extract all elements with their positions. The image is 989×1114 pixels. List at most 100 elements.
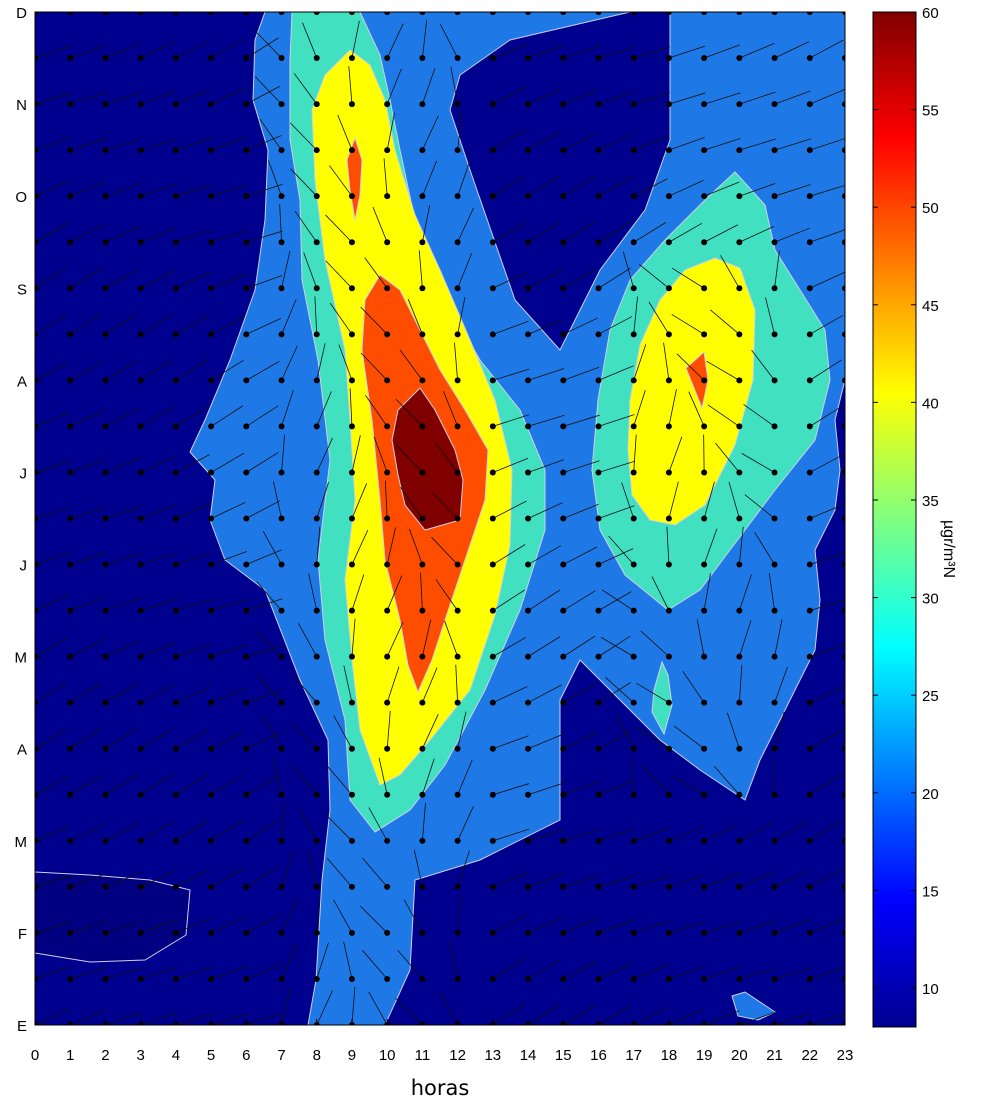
wind-vector bbox=[774, 666, 788, 703]
wind-station-point bbox=[595, 607, 602, 614]
wind-vector bbox=[397, 949, 423, 980]
wind-station-point bbox=[313, 975, 320, 982]
wind-station-point bbox=[348, 147, 355, 154]
wind-station-point bbox=[595, 975, 602, 982]
wind-vector bbox=[422, 160, 437, 197]
wind-station-point bbox=[348, 515, 355, 522]
wind-vector bbox=[527, 319, 564, 335]
wind-vector bbox=[809, 272, 845, 289]
wind-vector bbox=[739, 12, 741, 13]
wind-vector bbox=[105, 268, 139, 289]
wind-vector bbox=[668, 92, 706, 105]
wind-station-point bbox=[243, 653, 250, 660]
wind-station-point bbox=[806, 607, 813, 614]
wind-station-point bbox=[278, 745, 285, 752]
wind-vector bbox=[105, 408, 140, 427]
wind-station-point bbox=[243, 791, 250, 798]
wind-vector bbox=[668, 921, 706, 934]
wind-station-point bbox=[313, 331, 320, 338]
colorbar-axis: 10 15 20 25 30 35 40 45 50 55 60 bbox=[873, 5, 939, 998]
wind-vector bbox=[35, 411, 71, 427]
wind-station-point bbox=[630, 975, 637, 982]
wind-station-point bbox=[102, 515, 109, 522]
wind-vector bbox=[140, 227, 177, 243]
wind-station-point bbox=[419, 699, 426, 706]
wind-station-point bbox=[278, 883, 285, 890]
wind-vector bbox=[35, 921, 72, 934]
wind-station-point bbox=[560, 837, 567, 844]
y-tick-label: M bbox=[15, 650, 28, 667]
wind-station-point bbox=[243, 193, 250, 200]
wind-station-point bbox=[208, 285, 215, 292]
wind-vector bbox=[438, 991, 458, 1025]
wind-station-point bbox=[595, 193, 602, 200]
wind-station-point bbox=[736, 745, 743, 752]
wind-station-point bbox=[806, 699, 813, 706]
wind-station-point bbox=[771, 101, 778, 108]
wind-vector bbox=[492, 828, 530, 842]
wind-vector bbox=[598, 267, 631, 289]
wind-station-point bbox=[665, 929, 672, 936]
wind-vector bbox=[316, 942, 329, 980]
wind-vector bbox=[754, 531, 775, 565]
wind-station-point bbox=[348, 975, 355, 982]
wind-station-point bbox=[701, 515, 708, 522]
y-tick-label: E bbox=[17, 1018, 27, 1035]
wind-vector bbox=[408, 528, 423, 565]
wind-station-point bbox=[736, 147, 743, 154]
wind-station-point bbox=[630, 653, 637, 660]
wind-station-point bbox=[243, 423, 250, 430]
wind-vector bbox=[256, 673, 282, 703]
wind-station-point bbox=[771, 147, 778, 154]
wind-station-point bbox=[67, 883, 74, 890]
wind-station-point bbox=[630, 377, 637, 384]
wind-station-point bbox=[842, 193, 845, 200]
wind-station-point bbox=[102, 377, 109, 384]
wind-station-point bbox=[525, 653, 532, 660]
wind-station-point bbox=[35, 975, 38, 982]
wind-vector bbox=[809, 138, 845, 151]
wind-station-point bbox=[137, 561, 144, 568]
wind-station-point bbox=[489, 883, 496, 890]
wind-station-point bbox=[842, 1022, 845, 1025]
wind-vector bbox=[598, 591, 632, 611]
x-tick-label: 9 bbox=[348, 1047, 356, 1064]
wind-vector bbox=[360, 905, 388, 934]
wind-station-point bbox=[665, 423, 672, 430]
wind-station-point bbox=[67, 699, 74, 706]
wind-vector bbox=[633, 964, 670, 980]
wind-vector bbox=[351, 529, 369, 565]
wind-station-point bbox=[806, 791, 813, 798]
wind-station-point bbox=[172, 699, 179, 706]
wind-station-point bbox=[384, 101, 391, 108]
wind-vector bbox=[140, 684, 175, 704]
wind-vector bbox=[210, 405, 244, 427]
wind-vector bbox=[175, 820, 209, 842]
wind-vector bbox=[386, 23, 404, 59]
wind-vector bbox=[728, 481, 740, 519]
wind-vector bbox=[774, 821, 808, 842]
wind-vector bbox=[739, 871, 775, 888]
wind-vector-layer bbox=[35, 12, 845, 1025]
wind-vector bbox=[210, 452, 245, 473]
wind-station-point bbox=[630, 837, 637, 844]
wind-vector bbox=[563, 546, 598, 565]
wind-station-point bbox=[454, 745, 461, 752]
wind-vector bbox=[527, 959, 562, 980]
wind-vector bbox=[298, 623, 318, 657]
wind-station-point bbox=[560, 515, 567, 522]
wind-station-point bbox=[701, 929, 708, 936]
x-tick-label: 5 bbox=[207, 1047, 215, 1064]
wind-station-point bbox=[454, 837, 461, 844]
wind-station-point bbox=[172, 285, 179, 292]
wind-vector bbox=[527, 368, 565, 381]
wind-station-point bbox=[560, 101, 567, 108]
wind-station-point bbox=[102, 837, 109, 844]
wind-station-point bbox=[665, 791, 672, 798]
wind-vector bbox=[105, 920, 142, 934]
wind-vector bbox=[563, 874, 600, 888]
wind-vector bbox=[333, 715, 353, 749]
wind-station-point bbox=[771, 975, 778, 982]
wind-station-point bbox=[419, 12, 426, 15]
